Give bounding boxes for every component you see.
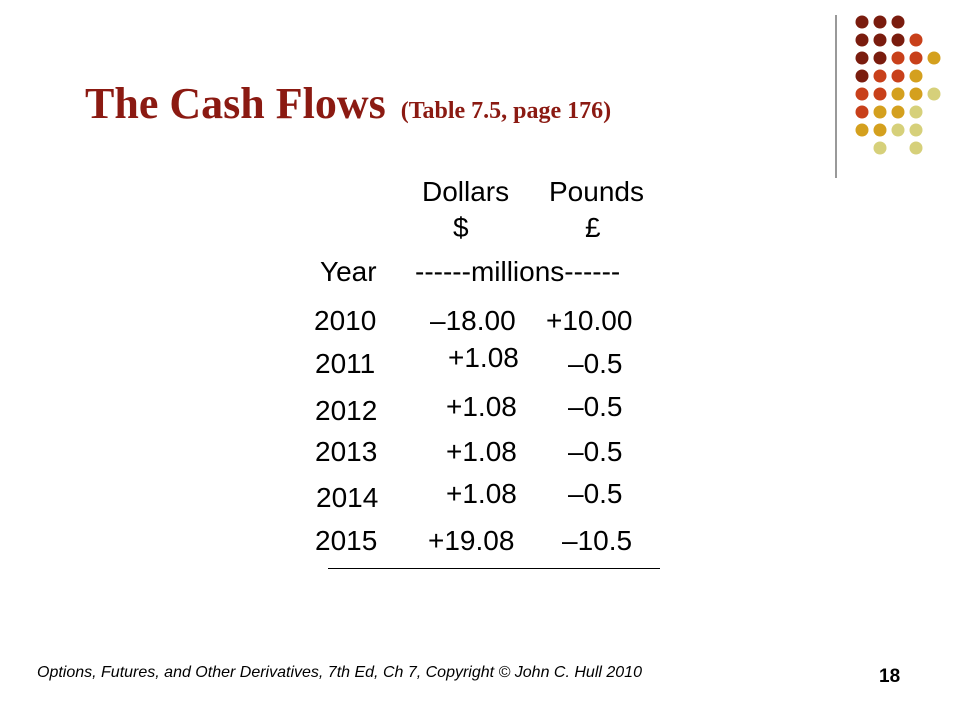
- title-main: The Cash Flows: [85, 79, 386, 128]
- vertical-divider: [835, 15, 837, 178]
- header-units: ------millions------: [415, 256, 621, 287]
- row-year: 2010: [314, 305, 377, 336]
- row-dollars: +1.08: [446, 436, 517, 467]
- footer-citation: Options, Futures, and Other Derivatives,…: [37, 664, 642, 681]
- row-pounds: –0.5: [568, 348, 623, 379]
- row-dollars: +19.08: [428, 525, 515, 556]
- row-dollars: +1.08: [446, 391, 517, 422]
- row-year: 2013: [315, 436, 378, 467]
- header-pounds: Pounds: [549, 176, 644, 207]
- table-bottom-rule: [328, 568, 660, 569]
- slide-title: The Cash Flows (Table 7.5, page 176): [85, 78, 611, 129]
- row-pounds: –0.5: [568, 436, 623, 467]
- header-pounds-symbol: £: [585, 212, 601, 243]
- row-year: 2012: [315, 395, 378, 426]
- row-pounds: –0.5: [568, 391, 623, 422]
- title-subtitle: (Table 7.5, page 176): [400, 98, 612, 124]
- row-dollars: +1.08: [448, 342, 519, 373]
- row-year: 2014: [316, 482, 379, 513]
- page-number: 18: [879, 666, 901, 687]
- header-dollars-symbol: $: [453, 212, 469, 243]
- row-pounds: –0.5: [568, 478, 623, 509]
- row-pounds: –10.5: [562, 525, 633, 556]
- row-pounds: +10.00: [546, 305, 633, 336]
- header-year: Year: [320, 256, 377, 287]
- row-year: 2011: [315, 348, 376, 379]
- row-dollars: +1.08: [446, 478, 517, 509]
- row-dollars: –18.00: [430, 305, 516, 336]
- row-year: 2015: [315, 525, 378, 556]
- decorative-dot-grid: [0, 0, 960, 205]
- header-dollars: Dollars: [422, 176, 510, 207]
